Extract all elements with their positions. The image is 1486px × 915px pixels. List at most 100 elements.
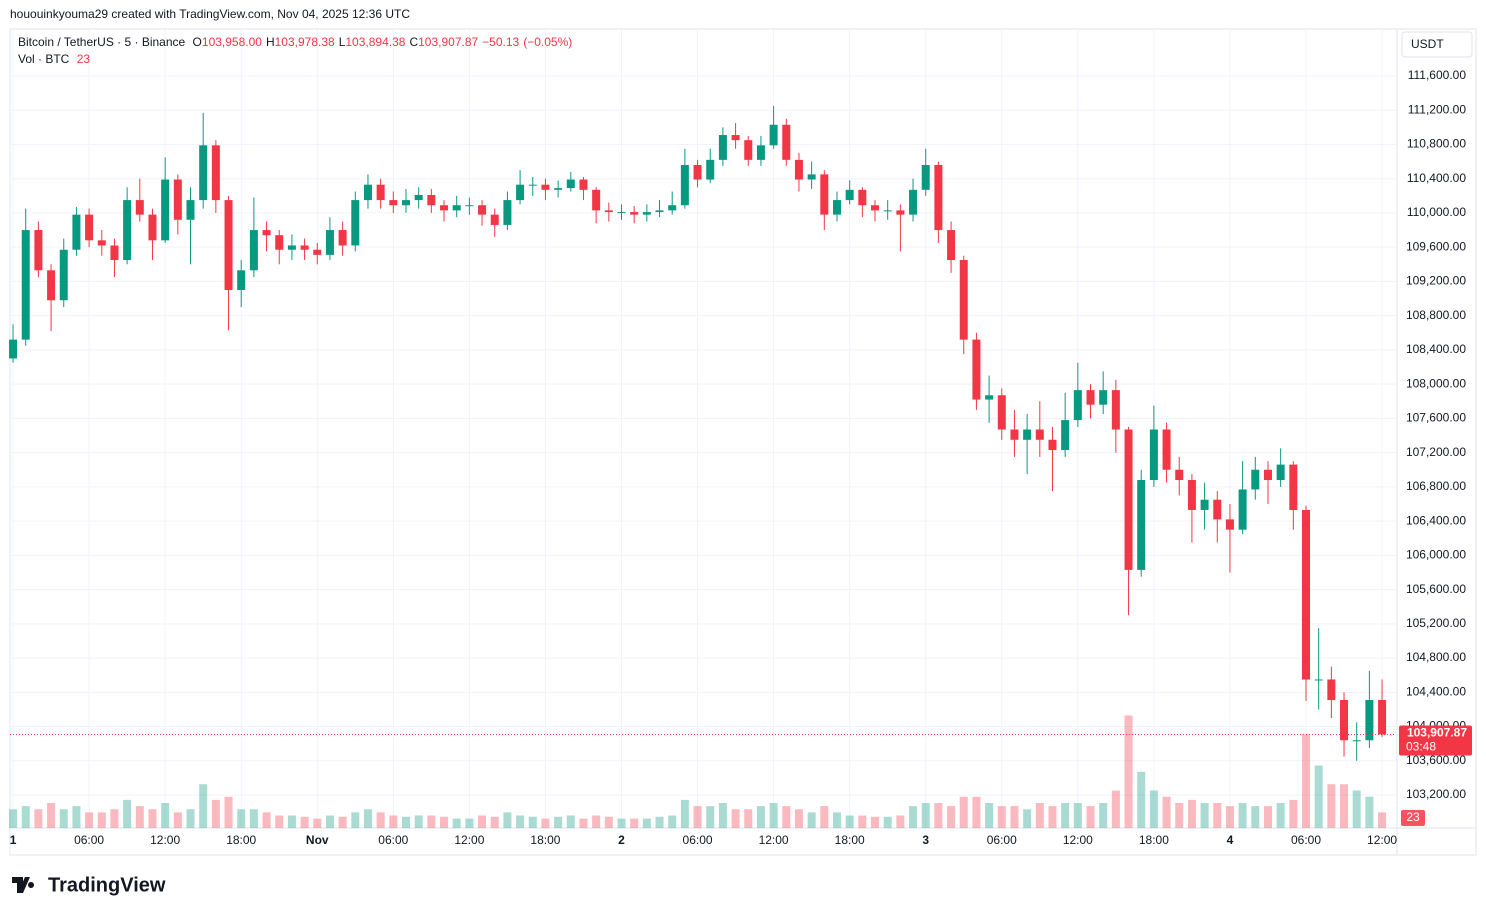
volume-bar <box>376 812 385 828</box>
candle-body <box>617 212 626 214</box>
candle-body <box>1200 499 1209 510</box>
volume-bar <box>668 815 677 828</box>
candle-body <box>972 339 981 400</box>
candle-body <box>1048 439 1057 451</box>
candle-body <box>237 270 246 290</box>
x-tick-label: 3 <box>922 833 929 847</box>
volume-bar <box>1302 734 1310 828</box>
y-tick-label: 110,000.00 <box>1407 205 1466 219</box>
x-tick-label: 06:00 <box>987 833 1017 847</box>
volume-bar <box>744 809 753 828</box>
candle-body <box>275 235 284 250</box>
candle-body <box>123 200 132 261</box>
last-price: 103,907.87 <box>1407 726 1467 740</box>
volume-bar <box>1378 812 1387 828</box>
volume-bar <box>921 803 930 828</box>
y-tick-label: 103,600.00 <box>1406 753 1466 767</box>
volume-bar <box>541 818 550 828</box>
volume-bar <box>135 806 144 828</box>
x-tick-label: Nov <box>306 833 329 847</box>
volume-bar <box>592 815 601 828</box>
candle-body <box>1213 499 1222 520</box>
candle-body <box>718 135 727 160</box>
candle-body <box>858 189 867 206</box>
candle-body <box>199 145 208 201</box>
candle-body <box>782 124 791 160</box>
candle-body <box>541 184 550 190</box>
volume-bar <box>680 799 689 828</box>
candle-body <box>959 260 968 340</box>
candle-body <box>1061 420 1070 451</box>
currency-button[interactable] <box>1401 31 1473 58</box>
candle-body <box>1124 429 1133 570</box>
candle-body <box>300 245 309 250</box>
volume-bar <box>97 812 106 828</box>
candle-body <box>1162 429 1171 470</box>
ohlc-key: O <box>192 35 202 49</box>
volume-bar <box>604 816 613 828</box>
candle-body <box>34 230 43 271</box>
volume-bar <box>528 816 537 828</box>
volume-bar <box>224 796 233 828</box>
volume-bar <box>782 806 791 828</box>
volume-bar <box>566 815 575 828</box>
ohlc-key: H <box>265 35 275 49</box>
candle-body <box>528 184 537 186</box>
candle-body <box>1302 509 1310 680</box>
volume-bar <box>34 809 43 828</box>
volume-bar <box>1073 803 1082 828</box>
volume-bar <box>161 803 170 828</box>
candle-body <box>630 212 639 215</box>
y-tick-label: 105,600.00 <box>1406 582 1466 596</box>
countdown: 03:48 <box>1406 740 1436 754</box>
volume-bar <box>1010 806 1019 828</box>
volume-bar <box>211 799 220 828</box>
volume-bar <box>1225 806 1234 828</box>
candle-body <box>287 245 296 250</box>
y-tick-label: 111,600.00 <box>1408 68 1467 82</box>
volume-tag <box>1401 810 1425 826</box>
y-tick-label: 104,800.00 <box>1406 650 1466 664</box>
legend: Bitcoin / TetherUS · 5 · Binance O103,95… <box>18 35 576 49</box>
volume-bar <box>858 815 867 828</box>
volume-bar <box>123 799 132 828</box>
volume-bar <box>262 812 271 828</box>
candle-body <box>1225 519 1234 530</box>
y-tick-label: 106,800.00 <box>1406 479 1466 493</box>
brand: TradingView <box>48 874 166 896</box>
last-price-tag <box>1399 725 1472 756</box>
volume-bar <box>110 809 119 828</box>
candle-body <box>440 205 449 211</box>
volume-bar <box>909 806 918 828</box>
logo: TradingView <box>12 874 166 896</box>
y-tick-label: 108,800.00 <box>1406 308 1466 322</box>
volume-bar <box>1124 715 1133 828</box>
candle-body <box>173 179 182 220</box>
volume-bar <box>1276 803 1285 828</box>
candle-body <box>110 245 119 261</box>
currency: USDT <box>1411 37 1444 51</box>
x-tick-label: 06:00 <box>74 833 104 847</box>
candle-body <box>262 230 271 236</box>
candle-body <box>148 214 157 241</box>
volume-bar <box>1035 803 1044 828</box>
volume-bar <box>465 818 474 828</box>
volume-bar <box>756 806 765 828</box>
volume-bar <box>402 816 410 828</box>
candle-body <box>452 205 461 211</box>
candle-body <box>1238 489 1247 530</box>
volume-bar <box>47 803 56 828</box>
volume-bar <box>59 809 68 828</box>
volume-bar <box>896 815 905 828</box>
candle-body <box>668 205 677 211</box>
volume-bar <box>300 816 309 828</box>
volume-bar <box>832 812 841 828</box>
x-tick-label: 18:00 <box>530 833 560 847</box>
volume-bar <box>1187 799 1196 828</box>
candle-body <box>402 200 410 206</box>
candle-body <box>503 200 512 225</box>
y-tick-label: 109,200.00 <box>1406 274 1466 288</box>
volume-bar <box>1340 784 1349 828</box>
volume-bar <box>655 816 664 828</box>
